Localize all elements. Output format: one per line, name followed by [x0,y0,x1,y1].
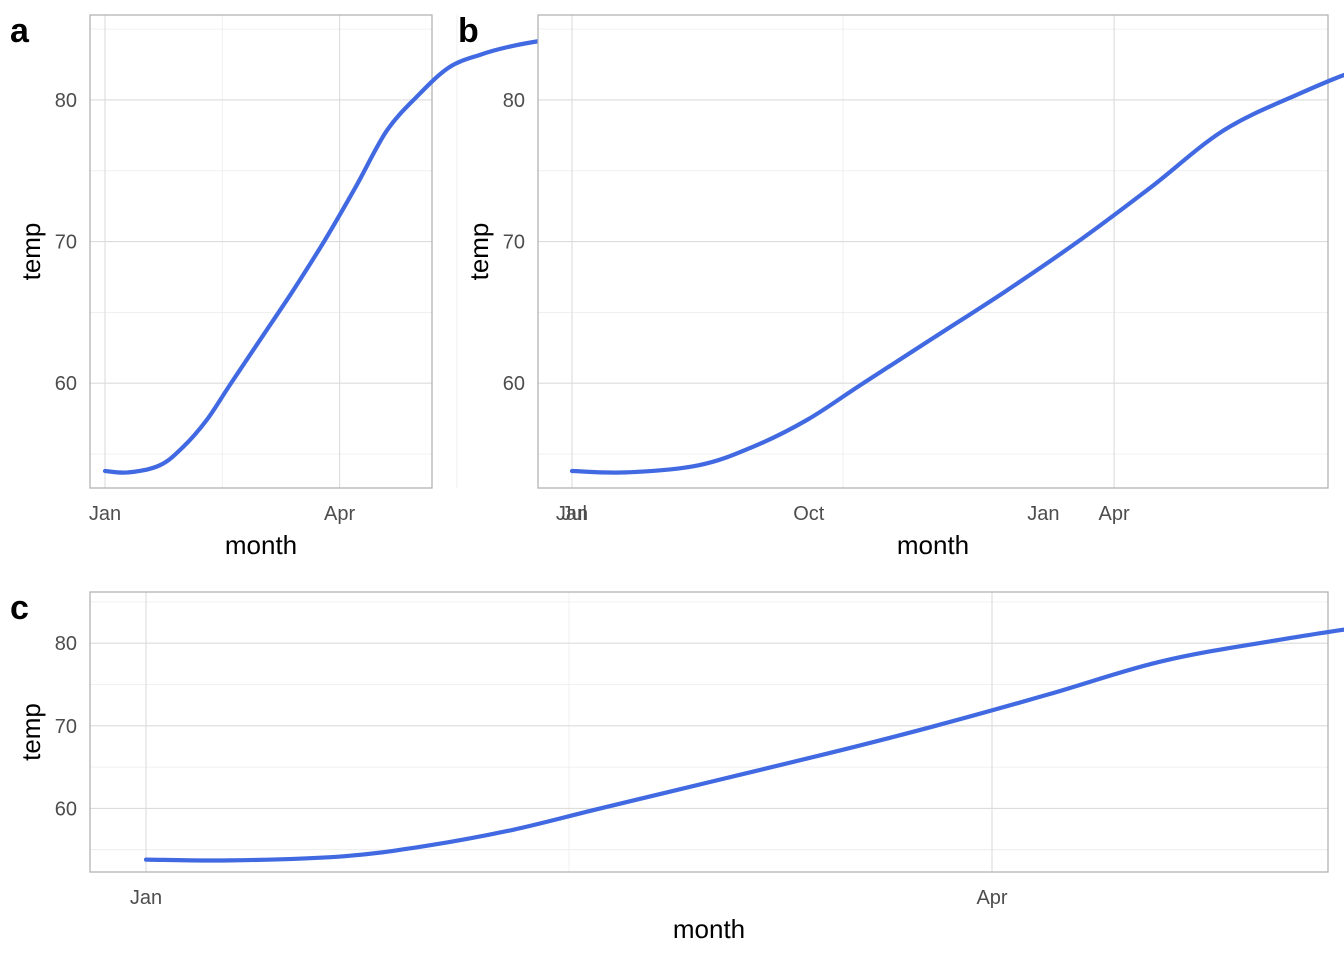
y-tick-label: 60 [55,798,77,820]
y-tick-label: 70 [503,232,525,254]
plot-frame [537,14,1329,489]
temp-series-line [569,72,1344,475]
x-tick-label: Oct [793,503,825,525]
y-tick-label: 70 [55,716,77,738]
x-tick-label: Apr [324,503,355,525]
panel-tag: c [10,589,29,627]
y-tick-label: 80 [503,90,525,112]
y-tick-label: 60 [503,373,525,395]
plot-frame [89,14,433,489]
y-axis-title: temp [16,703,46,761]
x-tick-label: Apr [976,887,1007,909]
x-axis-title: month [897,530,969,560]
y-tick-label: 70 [55,232,77,254]
x-tick-label: Jan [89,503,121,525]
panel-c: 607080JanAprJulOctJanmonthtempc [10,589,1344,944]
x-tick-label: Jan [130,887,162,909]
y-axis-title: temp [16,223,46,281]
x-axis-title: month [673,914,745,944]
temp-series-line [143,627,1344,863]
x-tick-label: Jan [556,503,588,525]
panel-a: 60 70 80 Jan Apr Jul Oct Jan month temp a [10,12,1060,560]
x-tick-label: Apr [1099,503,1130,525]
panel-tag: a [10,12,30,50]
panel-b: 60 70 80 Jan Apr Jul Oct Jan month temp b [458,12,1344,560]
plot-frame [89,591,1329,873]
y-axis-title: temp [464,223,494,281]
x-axis-title: month [225,530,297,560]
plot-background [538,15,1328,488]
plot-background [90,592,1328,872]
y-tick-label: 80 [55,90,77,112]
x-tick-label: Jul [561,503,587,525]
y-tick-label: 60 [55,373,77,395]
x-tick-label: Jan [1027,503,1059,525]
panel-tag: b [458,12,479,50]
plot-background [90,15,432,488]
y-tick-label: 80 [55,633,77,655]
